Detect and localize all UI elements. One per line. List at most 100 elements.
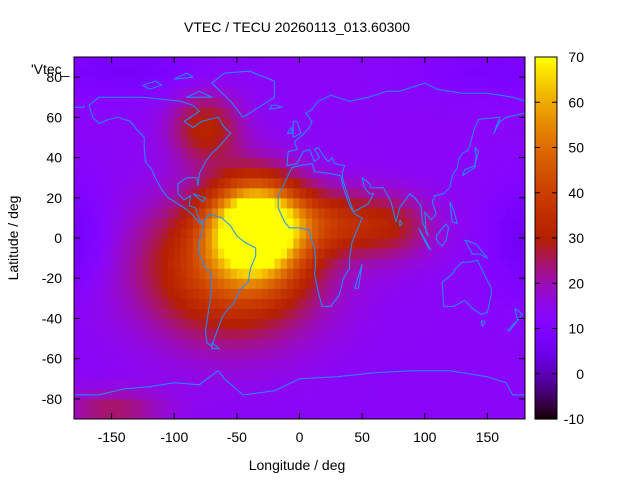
colorbar-segment [535,355,557,360]
heatmap-cell [374,57,382,68]
heatmap-cell [99,268,106,279]
heatmap-cell [305,207,313,219]
heatmap-cell [111,368,119,380]
heatmap-cell [149,117,157,128]
heatmap-cell [518,258,525,269]
heatmap-cell [142,107,150,118]
heatmap-cell [481,378,489,390]
heatmap-cell [280,398,288,410]
heatmap-cell [312,57,319,68]
heatmap-cell [387,217,395,229]
heatmap-cell [99,378,106,390]
heatmap-cell [412,288,420,299]
heatmap-cell [218,167,225,179]
heatmap-cell [506,207,514,219]
colorbar-tick-label: 40 [568,185,584,201]
heatmap-cell [261,187,269,199]
heatmap-cell [111,177,119,189]
heatmap-cell [149,137,157,149]
heatmap-cell [142,288,150,299]
heatmap-cell [124,107,131,118]
heatmap-cell [474,268,482,279]
heatmap-cell [299,227,307,239]
heatmap-cell [299,87,307,98]
heatmap-cell [86,87,94,98]
heatmap-cell [236,117,244,128]
heatmap-cell [193,167,200,179]
heatmap-cell [111,137,119,149]
heatmap-cell [380,278,388,289]
heatmap-cell [86,398,94,410]
heatmap-cell [174,157,182,169]
heatmap-cell [117,318,125,330]
heatmap-cell [399,408,407,419]
heatmap-cell [180,398,188,410]
heatmap-cell [111,408,119,419]
heatmap-cell [199,248,207,259]
heatmap-cell [443,177,451,189]
heatmap-cell [462,117,470,128]
heatmap-cell [180,147,188,159]
heatmap-cell [330,137,338,149]
heatmap-cell [437,408,445,419]
heatmap-cell [443,107,451,118]
heatmap-cell [174,127,182,139]
heatmap-cell [161,227,169,239]
heatmap-cell [167,197,175,209]
heatmap-cell [412,278,420,289]
heatmap-cell [236,408,244,419]
heatmap-cell [474,308,482,320]
heatmap-cell [199,328,207,340]
heatmap-cell [343,258,351,269]
heatmap-cell [117,368,125,380]
heatmap-cell [487,107,495,118]
heatmap-cell [111,238,119,249]
heatmap-cell [368,258,376,269]
heatmap-cell [355,348,363,360]
heatmap-cell [393,258,401,269]
heatmap-cell [499,227,507,239]
heatmap-cell [380,388,388,400]
heatmap-cell [462,157,470,169]
heatmap-cell [487,57,495,68]
heatmap-cell [205,187,213,199]
heatmap-cell [349,358,357,370]
heatmap-cell [443,338,451,350]
heatmap-cell [111,167,119,179]
heatmap-cell [174,107,182,118]
heatmap-cell [224,298,232,309]
heatmap-cell [211,318,219,330]
heatmap-cell [293,318,301,330]
heatmap-cell [474,207,482,219]
heatmap-cell [268,388,276,400]
heatmap-cell [330,127,338,139]
heatmap-cell [117,288,125,299]
heatmap-cell [481,238,489,249]
heatmap-cell [255,137,263,149]
heatmap-cell [456,147,463,159]
heatmap-cell [362,187,369,199]
heatmap-cell [443,157,451,169]
heatmap-cell [506,378,514,390]
heatmap-cell [512,388,520,400]
heatmap-cell [255,87,263,98]
heatmap-cell [330,217,338,229]
heatmap-cell [456,117,463,128]
heatmap-cell [224,268,232,279]
heatmap-cell [161,258,169,269]
heatmap-cell [462,67,470,78]
heatmap-cell [249,398,257,410]
heatmap-cell [424,227,432,239]
heatmap-cell [249,57,257,68]
heatmap-cell [99,207,106,219]
heatmap-cell [155,328,163,340]
heatmap-cell [412,97,420,108]
heatmap-cell [111,278,119,289]
heatmap-cell [293,288,301,299]
heatmap-cell [205,67,213,78]
heatmap-cell [355,207,363,219]
x-tick-label: -150 [98,429,126,445]
heatmap-cell [180,408,188,419]
colorbar-segment [535,346,557,351]
heatmap-cell [349,278,357,289]
